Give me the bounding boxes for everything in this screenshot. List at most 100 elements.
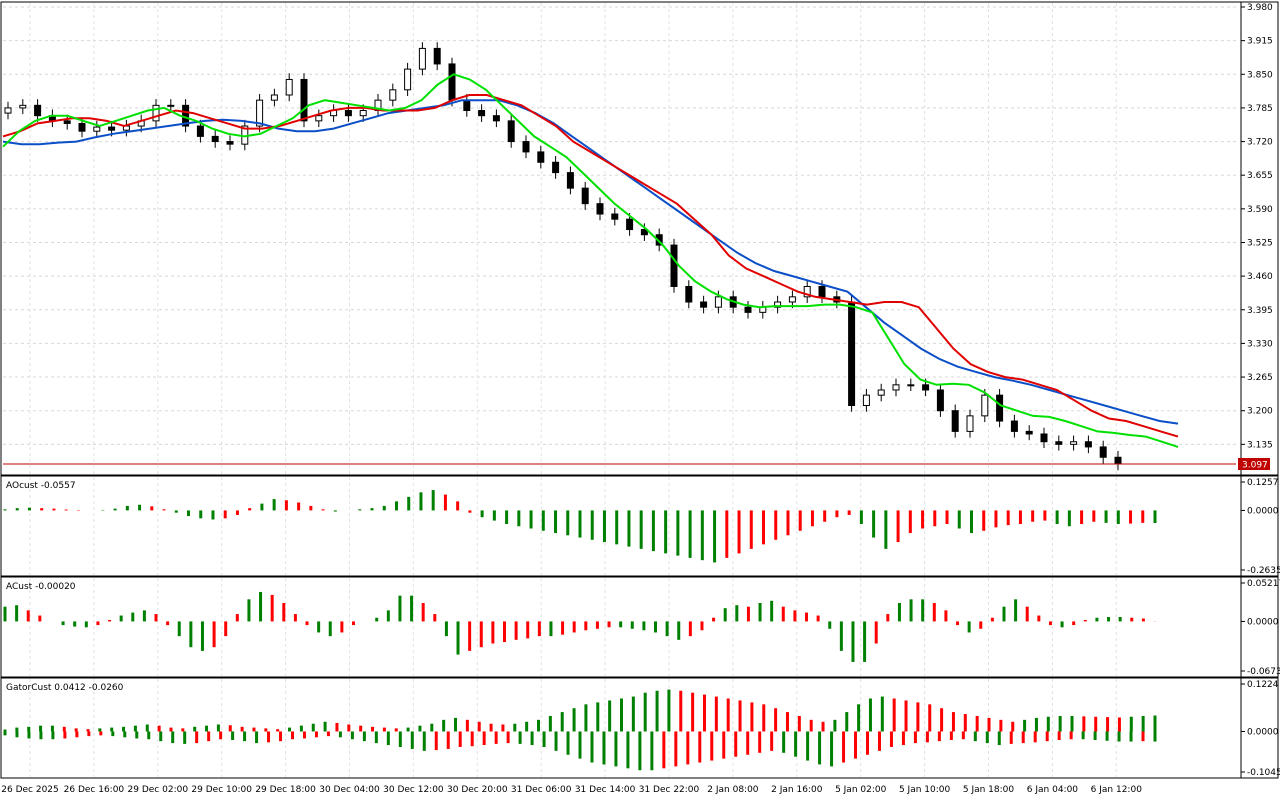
indicator-tick-label: 0.0000: [1247, 727, 1279, 737]
indicator-tick-label: -0.2635: [1247, 566, 1280, 576]
time-axis-label: 29 Dec 18:00: [255, 785, 316, 795]
price-tick-label: 3.200: [1247, 407, 1273, 417]
candle: [34, 104, 42, 117]
price-tick-label: 3.980: [1247, 3, 1273, 13]
candle: [507, 120, 515, 143]
candle: [285, 78, 293, 96]
candle: [714, 296, 722, 308]
candle: [596, 203, 604, 215]
indicator-tick-label: 0.05217: [1247, 579, 1280, 589]
price-tick-label: 3.655: [1247, 171, 1273, 181]
candle: [167, 104, 175, 107]
candle: [300, 78, 308, 122]
time-axis-label: 30 Dec 04:00: [319, 785, 380, 795]
candle: [877, 389, 885, 396]
time-axis-label: 2 Jan 08:00: [707, 785, 759, 795]
candle: [359, 110, 367, 117]
candle: [1084, 441, 1092, 448]
candle: [788, 296, 796, 303]
candle: [1010, 420, 1018, 432]
candle: [803, 285, 811, 298]
candle: [1055, 441, 1063, 445]
price-tick-label: 3.720: [1247, 138, 1273, 148]
aocust-pane[interactable]: [0, 475, 1279, 577]
candle: [892, 384, 900, 391]
candle: [1040, 433, 1048, 443]
candle: [537, 151, 545, 163]
ma-mid-line: [2, 94, 1179, 438]
current-price-label: 3.097: [1242, 461, 1268, 471]
candle: [700, 301, 708, 308]
candle: [433, 47, 441, 65]
indicator-tick-label: -0.1045: [1247, 768, 1280, 778]
price-tick-label: 3.265: [1247, 373, 1273, 383]
indicator-tick-label: 0.0000: [1247, 506, 1279, 516]
candle: [951, 410, 959, 432]
price-tick-label: 3.330: [1247, 339, 1273, 349]
time-axis-label: 31 Dec 14:00: [575, 785, 636, 795]
candle: [744, 306, 752, 313]
candle: [522, 141, 530, 153]
candle: [922, 384, 930, 391]
candle: [344, 110, 352, 117]
candle: [404, 68, 412, 91]
time-axis-label: 6 Jan 04:00: [1027, 785, 1079, 795]
candle: [848, 301, 856, 407]
candle: [774, 301, 782, 308]
time-axis-label: 2 Jan 16:00: [771, 785, 823, 795]
price-tick-label: 3.395: [1247, 306, 1273, 316]
indicator-tick-label: -0.06732: [1247, 667, 1280, 677]
indicator-label: ACust -0.00020: [6, 582, 76, 592]
time-axis-label: 5 Jan 18:00: [963, 785, 1015, 795]
candle: [1025, 430, 1033, 435]
time-axis-label: 29 Dec 02:00: [128, 785, 189, 795]
candle: [936, 389, 944, 412]
candle: [4, 107, 12, 114]
candle: [862, 394, 870, 407]
price-tick-label: 3.785: [1247, 104, 1273, 114]
candle: [448, 63, 456, 101]
time-axis-label: 31 Dec 06:00: [511, 785, 572, 795]
candle: [19, 104, 27, 109]
price-tick-label: 3.915: [1247, 37, 1273, 47]
candle: [270, 94, 278, 101]
candle: [108, 126, 116, 131]
ma-fast-line: [2, 73, 1179, 448]
time-axis-label: 6 Jan 12:00: [1091, 785, 1143, 795]
candle: [1114, 456, 1122, 465]
time-axis-label: 30 Dec 12:00: [383, 785, 444, 795]
current-price-badge: [1238, 458, 1270, 470]
candle: [581, 187, 589, 205]
candle: [552, 161, 560, 174]
acust-pane[interactable]: [0, 576, 1279, 678]
indicator-tick-label: 0.1224: [1247, 680, 1279, 690]
candle: [1070, 441, 1078, 445]
time-axis-label: 30 Dec 20:00: [447, 785, 508, 795]
time-axis-label: 5 Jan 10:00: [899, 785, 951, 795]
indicator-tick-label: 0.1257: [1247, 478, 1279, 488]
time-axis-label: 26 Dec 2025: [1, 785, 59, 795]
candle: [196, 125, 204, 137]
main-pane[interactable]: [0, 1, 1279, 476]
candle: [152, 104, 160, 122]
candle: [389, 89, 397, 101]
candle: [981, 394, 989, 417]
candle: [492, 115, 500, 122]
time-axis-label: 5 Jan 02:00: [835, 785, 887, 795]
candle: [78, 122, 86, 132]
candle: [93, 126, 101, 132]
indicator-label: GatorCust 0.0412 -0.0260: [6, 683, 124, 693]
candle: [611, 213, 619, 220]
candle: [1099, 446, 1107, 458]
candle: [626, 218, 634, 231]
candle: [211, 135, 219, 143]
candle: [315, 115, 323, 122]
candle: [256, 99, 264, 127]
price-tick-label: 3.850: [1247, 70, 1273, 80]
candle: [63, 120, 71, 124]
candle: [966, 415, 974, 432]
price-tick-label: 3.525: [1247, 238, 1273, 248]
candle: [418, 47, 426, 70]
